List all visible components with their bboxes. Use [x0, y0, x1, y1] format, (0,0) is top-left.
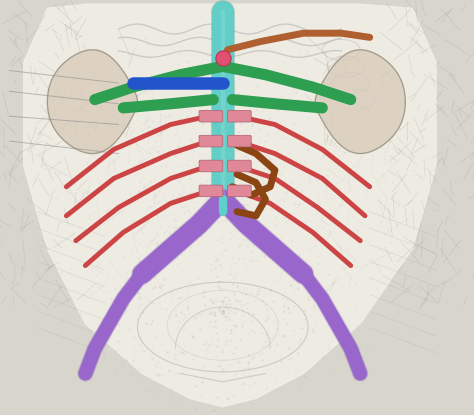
- FancyBboxPatch shape: [228, 135, 251, 147]
- FancyBboxPatch shape: [228, 185, 251, 197]
- Point: [219, 55, 227, 61]
- FancyBboxPatch shape: [199, 185, 223, 197]
- Polygon shape: [47, 50, 137, 154]
- FancyBboxPatch shape: [199, 110, 223, 122]
- FancyBboxPatch shape: [199, 160, 223, 172]
- Polygon shape: [24, 4, 436, 407]
- FancyBboxPatch shape: [228, 110, 251, 122]
- FancyBboxPatch shape: [228, 160, 251, 172]
- Polygon shape: [315, 50, 405, 154]
- FancyBboxPatch shape: [199, 135, 223, 147]
